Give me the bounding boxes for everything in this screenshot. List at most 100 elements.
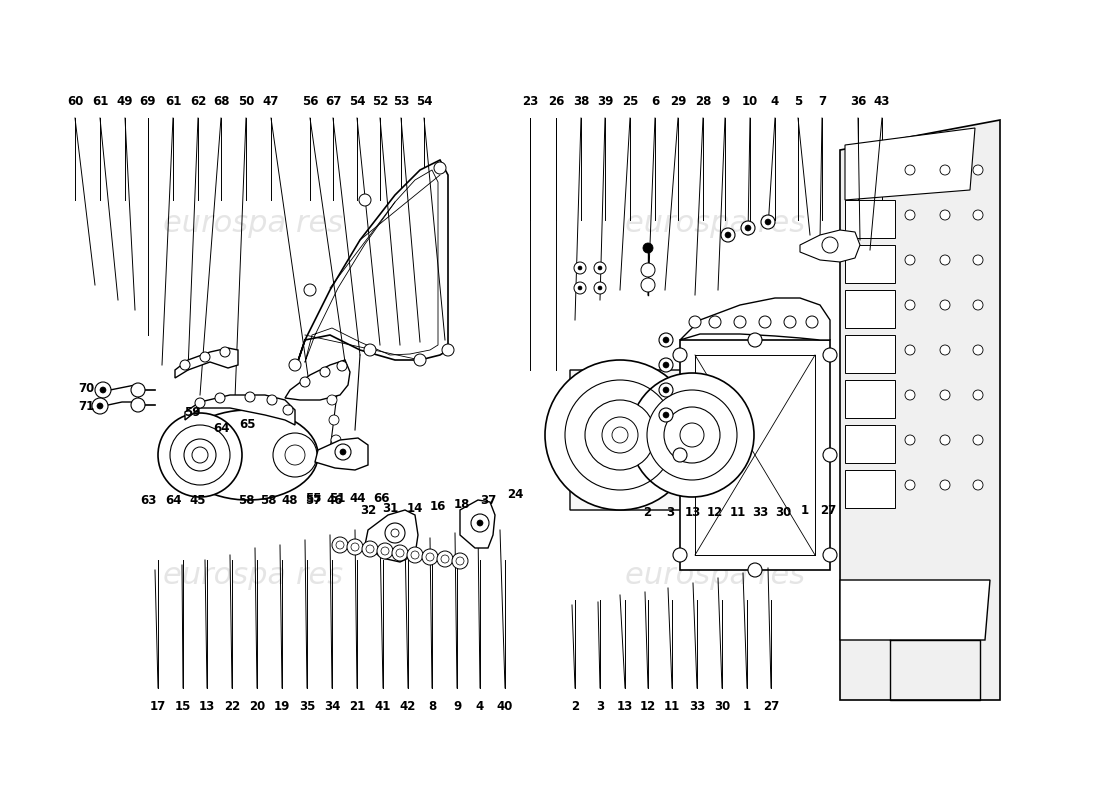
Circle shape [940, 255, 950, 265]
Text: 15: 15 [175, 700, 191, 713]
Circle shape [974, 165, 983, 175]
Circle shape [267, 395, 277, 405]
Text: 24: 24 [507, 489, 524, 502]
Circle shape [905, 345, 915, 355]
Circle shape [396, 549, 404, 557]
Circle shape [442, 344, 454, 356]
Circle shape [332, 537, 348, 553]
Text: 22: 22 [224, 700, 240, 713]
Circle shape [97, 403, 103, 409]
Circle shape [95, 382, 111, 398]
Polygon shape [845, 290, 895, 328]
Text: 71: 71 [78, 399, 95, 413]
Circle shape [663, 362, 669, 368]
Text: 59: 59 [184, 406, 200, 418]
Polygon shape [845, 380, 895, 418]
Circle shape [659, 408, 673, 422]
Text: 37: 37 [480, 494, 496, 506]
Text: 69: 69 [140, 95, 156, 108]
Text: 33: 33 [689, 700, 705, 713]
Circle shape [974, 345, 983, 355]
Circle shape [659, 333, 673, 347]
Text: 27: 27 [763, 700, 779, 713]
Circle shape [673, 348, 688, 362]
Polygon shape [845, 200, 895, 238]
Circle shape [940, 390, 950, 400]
Polygon shape [315, 438, 368, 470]
Polygon shape [365, 510, 418, 562]
Circle shape [725, 232, 732, 238]
Circle shape [759, 316, 771, 328]
Polygon shape [840, 120, 1000, 700]
Circle shape [598, 266, 602, 270]
Text: eurospa res: eurospa res [625, 562, 805, 590]
Circle shape [823, 548, 837, 562]
Circle shape [974, 435, 983, 445]
Circle shape [289, 359, 301, 371]
Circle shape [659, 383, 673, 397]
Text: 64: 64 [165, 494, 182, 506]
Circle shape [220, 347, 230, 357]
Circle shape [663, 412, 669, 418]
Circle shape [359, 194, 371, 206]
Circle shape [940, 345, 950, 355]
Text: 12: 12 [640, 700, 656, 713]
Circle shape [477, 520, 483, 526]
Circle shape [336, 541, 344, 549]
Circle shape [336, 444, 351, 460]
Circle shape [823, 348, 837, 362]
Text: 32: 32 [360, 503, 376, 517]
Circle shape [761, 215, 776, 229]
Polygon shape [185, 395, 295, 425]
Circle shape [940, 210, 950, 220]
Text: 64: 64 [213, 422, 230, 434]
Text: 67: 67 [324, 95, 341, 108]
Text: eurospa res: eurospa res [625, 210, 805, 238]
Circle shape [905, 165, 915, 175]
Circle shape [641, 263, 654, 277]
Text: 2: 2 [571, 700, 579, 713]
Circle shape [200, 352, 210, 362]
Circle shape [327, 395, 337, 405]
Text: 11: 11 [730, 506, 746, 519]
Text: 3: 3 [666, 506, 674, 519]
Polygon shape [295, 160, 448, 370]
Circle shape [346, 539, 363, 555]
Text: 23: 23 [521, 95, 538, 108]
Circle shape [351, 543, 359, 551]
Circle shape [377, 543, 393, 559]
Circle shape [283, 405, 293, 415]
Polygon shape [460, 500, 495, 548]
Polygon shape [845, 470, 895, 508]
Text: 30: 30 [714, 700, 730, 713]
Text: 1: 1 [742, 700, 751, 713]
Text: 16: 16 [430, 499, 447, 513]
Circle shape [612, 427, 628, 443]
Circle shape [340, 449, 346, 455]
Text: 47: 47 [263, 95, 279, 108]
Circle shape [673, 448, 688, 462]
Text: 39: 39 [597, 95, 613, 108]
Polygon shape [285, 360, 350, 400]
Circle shape [905, 210, 915, 220]
Circle shape [822, 237, 838, 253]
Text: 51: 51 [329, 491, 345, 505]
Circle shape [131, 383, 145, 397]
Circle shape [745, 225, 751, 231]
Text: 56: 56 [301, 95, 318, 108]
Polygon shape [680, 340, 830, 570]
Text: 54: 54 [416, 95, 432, 108]
Text: 12: 12 [707, 506, 723, 519]
Text: 62: 62 [190, 95, 206, 108]
Circle shape [366, 545, 374, 553]
Circle shape [331, 435, 341, 445]
Circle shape [364, 344, 376, 356]
Text: 49: 49 [117, 95, 133, 108]
Circle shape [320, 367, 330, 377]
Text: 13: 13 [685, 506, 701, 519]
Circle shape [905, 480, 915, 490]
Circle shape [940, 435, 950, 445]
Text: 18: 18 [454, 498, 470, 511]
Circle shape [823, 448, 837, 462]
Circle shape [905, 255, 915, 265]
